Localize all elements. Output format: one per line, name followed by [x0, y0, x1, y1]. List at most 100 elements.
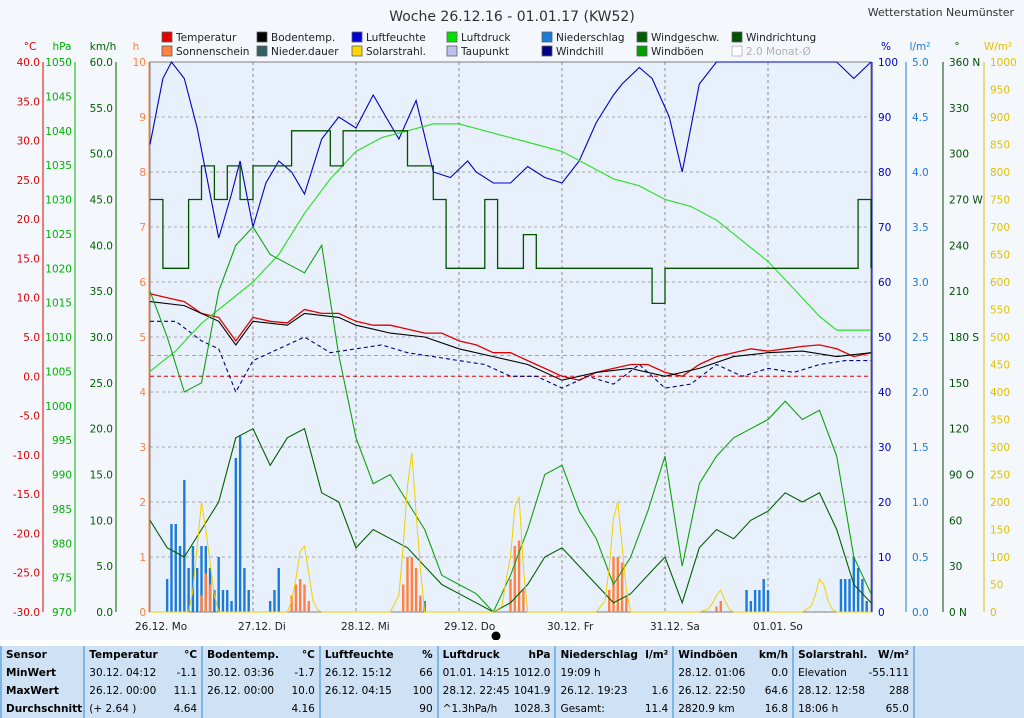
- axis-tick-c: -30.0: [13, 607, 40, 619]
- stats-cell-label: 28.12. 01:06: [678, 666, 746, 679]
- moon-phase-icon: [491, 631, 501, 640]
- axis-tick-hpa: 1025: [45, 229, 72, 241]
- axis-tick-w-m: 250: [990, 470, 1010, 482]
- bar-niederschlag: [745, 590, 748, 612]
- stats-cell-value: 1012.0: [513, 666, 551, 679]
- stats-cell-label: 18:06 h: [798, 702, 839, 715]
- stats-cell-value: 1.6: [651, 684, 669, 697]
- bar-niederschlag: [865, 601, 868, 612]
- bar-sonnenschein: [509, 579, 512, 612]
- bar-sonnenschein: [419, 595, 422, 612]
- bar-sonnenschein: [620, 562, 624, 612]
- axis-tick-w-m: 650: [990, 250, 1010, 262]
- stats-cell: 19:09 h: [556, 664, 673, 682]
- bar-niederschlag: [170, 524, 173, 612]
- stats-header-windb-en-value: km/h: [758, 648, 789, 661]
- stats-cell-label: Gesamt:: [560, 702, 605, 715]
- legend-label-windgeschw: Windgeschw.: [651, 32, 719, 44]
- stats-cell-label: 2820.9 km: [678, 702, 735, 715]
- axis-tick-hpa: 1030: [45, 195, 72, 207]
- bar-niederschlag: [174, 524, 177, 612]
- axis-tick-c: 20.0: [17, 214, 40, 226]
- axis-tick-l-m: 1.5: [912, 442, 929, 454]
- axis-tick-c: -5.0: [20, 411, 41, 423]
- stats-cell-label: 30.12. 03:36: [207, 666, 275, 679]
- stats-header-solarstrahl-value: W/m²: [878, 648, 909, 661]
- legend-label-bodentemp: Bodentemp.: [271, 32, 335, 44]
- axis-tick-hpa: 990: [52, 470, 72, 482]
- stats-header-temperatur: Temperatur °C: [85, 646, 202, 664]
- legend-swatch-windchill: [541, 45, 553, 57]
- stats-cell: 26.12. 00:00 10.0: [203, 682, 319, 700]
- stats-header-luftdruck: Luftdruck hPa: [438, 646, 555, 664]
- stats-header-bodentemp: Bodentemp. °C: [203, 646, 319, 664]
- stats-cell: 30.12. 03:36 -1.7: [203, 664, 319, 682]
- stats-cell-value: 90: [419, 702, 433, 715]
- axis-tick-c: 5.0: [23, 332, 40, 344]
- stats-row-durchschnitt: Durchschnitt (+ 2.64 ) 4.64 4.16 90 ^1.3hPa/h…: [2, 700, 913, 718]
- axis-tick-w-m: 300: [990, 442, 1010, 454]
- bar-niederschlag: [277, 568, 280, 612]
- axis-unit-h: h: [133, 41, 140, 53]
- axis-tick-h: 2: [139, 497, 146, 509]
- bar-sonnenschein: [204, 573, 207, 612]
- axis-tick-h: 9: [139, 112, 146, 124]
- axis-unit-: %: [881, 41, 891, 53]
- axis-tick-h: 1: [139, 552, 146, 564]
- bar-niederschlag: [187, 568, 190, 612]
- axis-unit-km-h: km/h: [90, 41, 117, 53]
- bar-niederschlag: [221, 590, 225, 612]
- stats-cell-label: 26.12. 22:50: [678, 684, 746, 697]
- bar-niederschlag: [423, 601, 426, 612]
- stats-cell-value: 288: [888, 684, 909, 697]
- chart-svg: Woche 26.12.16 - 01.01.17 (KW52) Wetterst…: [12, 6, 1017, 640]
- axis-tick-w-m: 350: [990, 415, 1010, 427]
- bar-sonnenschein: [414, 568, 418, 612]
- axis-tick-km-h: 40.0: [90, 240, 113, 252]
- axis-tick-w-m: 900: [990, 112, 1010, 124]
- axis-tick-w-m: 500: [990, 332, 1010, 344]
- axis-tick-h: 4: [139, 387, 146, 399]
- axis-tick-km-h: 55.0: [90, 103, 113, 115]
- axis-tick-w-m: 550: [990, 305, 1010, 317]
- bar-niederschlag: [217, 557, 220, 612]
- axis-tick-l-m: 0.5: [912, 552, 929, 564]
- stats-cell-label: Elevation: [798, 666, 847, 679]
- axis-tick-: 300: [949, 149, 969, 161]
- legend-swatch-windb-en: [636, 45, 648, 57]
- bar-sonnenschein: [616, 557, 619, 612]
- axis-tick-w-m: 800: [990, 167, 1010, 179]
- legend-swatch-bodentemp: [256, 31, 268, 43]
- axis-tick-c: 25.0: [17, 175, 40, 187]
- axis-tick-: 0 N: [949, 607, 967, 619]
- axis-tick-: 10: [878, 552, 891, 564]
- stats-cell-value: 0.0: [771, 666, 789, 679]
- axis-tick-w-m: 0: [990, 607, 997, 619]
- axis-tick-: 0: [878, 607, 885, 619]
- axis-tick-w-m: 400: [990, 387, 1010, 399]
- axis-tick-: 70: [878, 222, 891, 234]
- axis-tick-hpa: 980: [52, 538, 72, 550]
- stats-header-sensor: Sensor: [2, 646, 84, 664]
- axis-tick-c: 35.0: [17, 96, 40, 108]
- station-name: Wetterstation Neumünster: [868, 6, 1015, 19]
- axis-tick-h: 3: [139, 442, 146, 454]
- series-line-bodentemp: [149, 301, 872, 381]
- stats-header-windb-en: Windböen km/h: [674, 646, 793, 664]
- stats-header-luftfeuchte-label: Luftfeuchte: [324, 648, 394, 661]
- axis-tick-hpa: 995: [52, 435, 72, 447]
- axis-tick-hpa: 970: [52, 607, 72, 619]
- legend-label-sonnenschein: Sonnenschein: [176, 46, 249, 58]
- stats-header-solarstrahl-label: Solarstrahl.: [798, 648, 868, 661]
- stats-table: Sensor Temperatur °C Bodentemp. °C Luftfeucht…: [0, 646, 915, 718]
- stats-header-niederschlag-value: l/m²: [645, 648, 669, 661]
- axis-tick-c: -20.0: [13, 528, 40, 540]
- stats-cell-label: 19:09 h: [560, 666, 601, 679]
- axis-tick-c: 15.0: [17, 253, 40, 265]
- axis-tick-hpa: 1045: [45, 91, 72, 103]
- stats-cell-label: 26.12. 00:00: [207, 684, 275, 697]
- legend-swatch-windgeschw: [636, 31, 648, 43]
- axis-tick-: 120: [949, 424, 969, 436]
- stats-cell: 28.12. 01:06 0.0: [674, 664, 793, 682]
- axis-tick-: 60: [949, 515, 962, 527]
